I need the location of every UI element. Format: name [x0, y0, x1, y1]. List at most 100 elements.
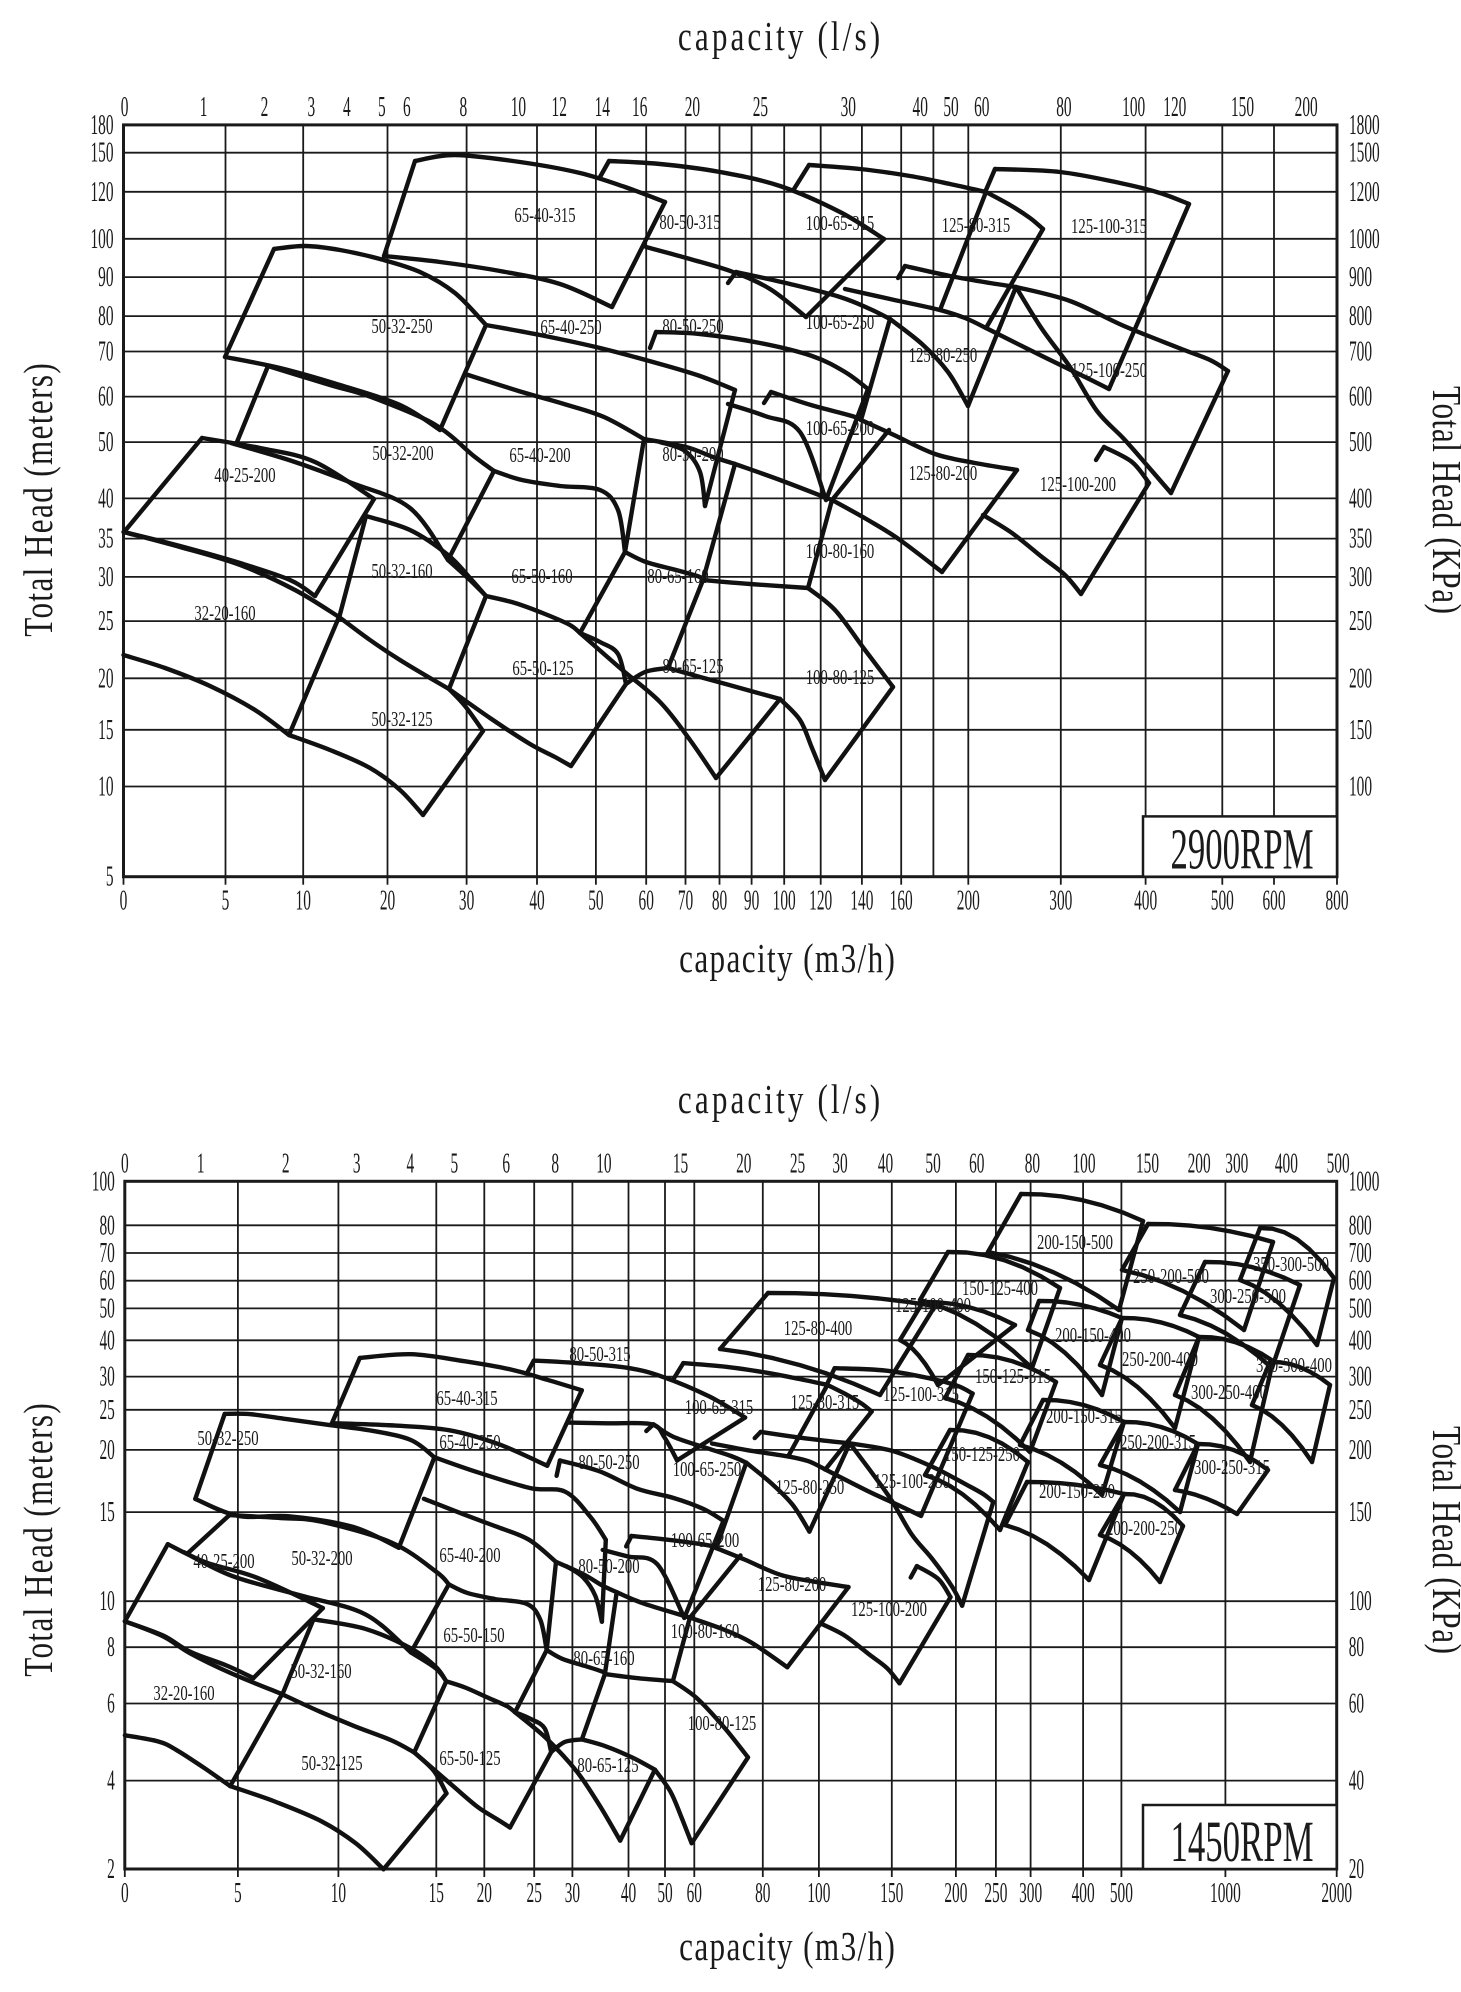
svg-text:capacity (m3/h): capacity (m3/h)	[679, 936, 895, 981]
svg-text:100-80-160: 100-80-160	[806, 539, 875, 562]
svg-text:1200: 1200	[1349, 176, 1380, 208]
svg-text:150: 150	[90, 137, 113, 169]
svg-text:50-32-125: 50-32-125	[301, 1751, 362, 1774]
svg-text:80: 80	[1056, 91, 1071, 123]
svg-text:Total Head (meters): Total Head (meters)	[16, 1403, 61, 1677]
svg-text:2: 2	[282, 1147, 290, 1179]
svg-text:300-250-400: 300-250-400	[1191, 1380, 1267, 1403]
svg-text:125-80-200: 125-80-200	[758, 1572, 827, 1595]
svg-text:40: 40	[878, 1147, 893, 1179]
svg-text:50-32-200: 50-32-200	[372, 441, 433, 464]
svg-text:125-80-200: 125-80-200	[909, 461, 978, 484]
svg-text:120: 120	[90, 176, 113, 208]
svg-text:25: 25	[790, 1147, 805, 1179]
svg-text:5: 5	[234, 1877, 242, 1909]
svg-text:100-65-200: 100-65-200	[806, 416, 875, 439]
svg-text:125-100-200: 125-100-200	[851, 1597, 927, 1620]
svg-text:2900RPM: 2900RPM	[1170, 818, 1313, 882]
svg-text:250: 250	[984, 1877, 1007, 1909]
svg-text:32-20-160: 32-20-160	[194, 601, 255, 624]
svg-text:100: 100	[1349, 771, 1372, 803]
svg-text:6: 6	[107, 1688, 115, 1720]
svg-text:200-200-250: 200-200-250	[1106, 1516, 1182, 1539]
svg-text:capacity (l/s): capacity (l/s)	[678, 1077, 880, 1122]
svg-text:140: 140	[850, 885, 873, 917]
svg-text:35: 35	[98, 523, 113, 555]
svg-text:100-80-125: 100-80-125	[806, 665, 875, 688]
svg-text:30: 30	[99, 1361, 114, 1393]
svg-text:40: 40	[98, 482, 113, 514]
svg-text:250-200-315: 250-200-315	[1120, 1430, 1196, 1453]
svg-text:10: 10	[99, 1585, 114, 1617]
svg-text:2000: 2000	[1321, 1877, 1352, 1909]
svg-text:0: 0	[121, 91, 129, 123]
svg-text:70: 70	[98, 336, 113, 368]
svg-text:50: 50	[588, 885, 603, 917]
svg-text:Total Head (KPa): Total Head (KPa)	[1424, 1426, 1461, 1654]
svg-text:40: 40	[913, 91, 928, 123]
svg-text:capacity (m3/h): capacity (m3/h)	[679, 1924, 895, 1969]
svg-text:14: 14	[595, 91, 611, 123]
svg-text:125-80-250: 125-80-250	[909, 343, 978, 366]
svg-text:250-200-400: 250-200-400	[1122, 1347, 1198, 1370]
svg-text:100: 100	[92, 1165, 115, 1197]
svg-text:20: 20	[1349, 1853, 1364, 1885]
svg-text:80: 80	[712, 885, 727, 917]
svg-text:65-40-315: 65-40-315	[436, 1386, 497, 1409]
svg-text:6: 6	[403, 91, 411, 123]
svg-text:150: 150	[1349, 714, 1372, 746]
svg-text:5: 5	[222, 885, 230, 917]
svg-text:60: 60	[98, 381, 113, 413]
svg-text:30: 30	[841, 91, 856, 123]
svg-text:4: 4	[343, 91, 351, 123]
svg-text:50-32-200: 50-32-200	[291, 1546, 352, 1569]
svg-text:90: 90	[98, 261, 113, 293]
svg-text:1800: 1800	[1349, 109, 1380, 141]
svg-text:Total Head (meters): Total Head (meters)	[16, 363, 61, 637]
svg-text:600: 600	[1349, 1265, 1372, 1297]
svg-text:400: 400	[1349, 482, 1372, 514]
svg-text:4: 4	[107, 1765, 115, 1797]
svg-text:150: 150	[1136, 1147, 1159, 1179]
svg-text:250: 250	[1349, 1394, 1372, 1426]
svg-text:800: 800	[1349, 1209, 1372, 1241]
svg-text:700: 700	[1349, 1237, 1372, 1269]
svg-text:80-50-200: 80-50-200	[662, 442, 723, 465]
svg-text:125-80-400: 125-80-400	[784, 1316, 853, 1339]
svg-text:500: 500	[1110, 1877, 1133, 1909]
svg-text:65-50-125: 65-50-125	[439, 1746, 500, 1769]
svg-text:3: 3	[308, 91, 316, 123]
svg-text:350-300-500: 350-300-500	[1253, 1252, 1329, 1275]
svg-text:capacity (l/s): capacity (l/s)	[678, 14, 880, 59]
svg-text:50: 50	[98, 426, 113, 458]
svg-text:8: 8	[107, 1631, 115, 1663]
svg-text:500: 500	[1327, 1147, 1350, 1179]
svg-text:600: 600	[1349, 381, 1372, 413]
svg-text:200: 200	[957, 885, 980, 917]
svg-text:1000: 1000	[1210, 1877, 1241, 1909]
svg-text:80: 80	[1025, 1147, 1040, 1179]
svg-text:40: 40	[621, 1877, 636, 1909]
svg-text:50: 50	[99, 1292, 114, 1324]
svg-text:100-65-315: 100-65-315	[685, 1395, 754, 1418]
svg-text:200: 200	[1295, 91, 1318, 123]
svg-text:4: 4	[406, 1147, 414, 1179]
svg-text:125-100-200: 125-100-200	[1040, 472, 1116, 495]
svg-text:80-65-125: 80-65-125	[577, 1753, 638, 1776]
svg-text:65-40-200: 65-40-200	[509, 443, 570, 466]
svg-text:80: 80	[98, 300, 113, 332]
svg-text:8: 8	[459, 91, 467, 123]
svg-text:100: 100	[773, 885, 796, 917]
svg-text:20: 20	[477, 1877, 492, 1909]
svg-text:500: 500	[1211, 885, 1234, 917]
svg-text:125-80-315: 125-80-315	[791, 1390, 860, 1413]
svg-text:10: 10	[296, 885, 311, 917]
svg-text:100: 100	[1122, 91, 1145, 123]
svg-text:150-125-315: 150-125-315	[975, 1364, 1051, 1387]
svg-text:300-250-500: 300-250-500	[1210, 1284, 1286, 1307]
svg-text:15: 15	[673, 1147, 688, 1179]
svg-text:40: 40	[529, 885, 544, 917]
svg-text:500: 500	[1349, 1292, 1372, 1324]
svg-text:200: 200	[1349, 662, 1372, 694]
svg-text:2: 2	[261, 91, 269, 123]
